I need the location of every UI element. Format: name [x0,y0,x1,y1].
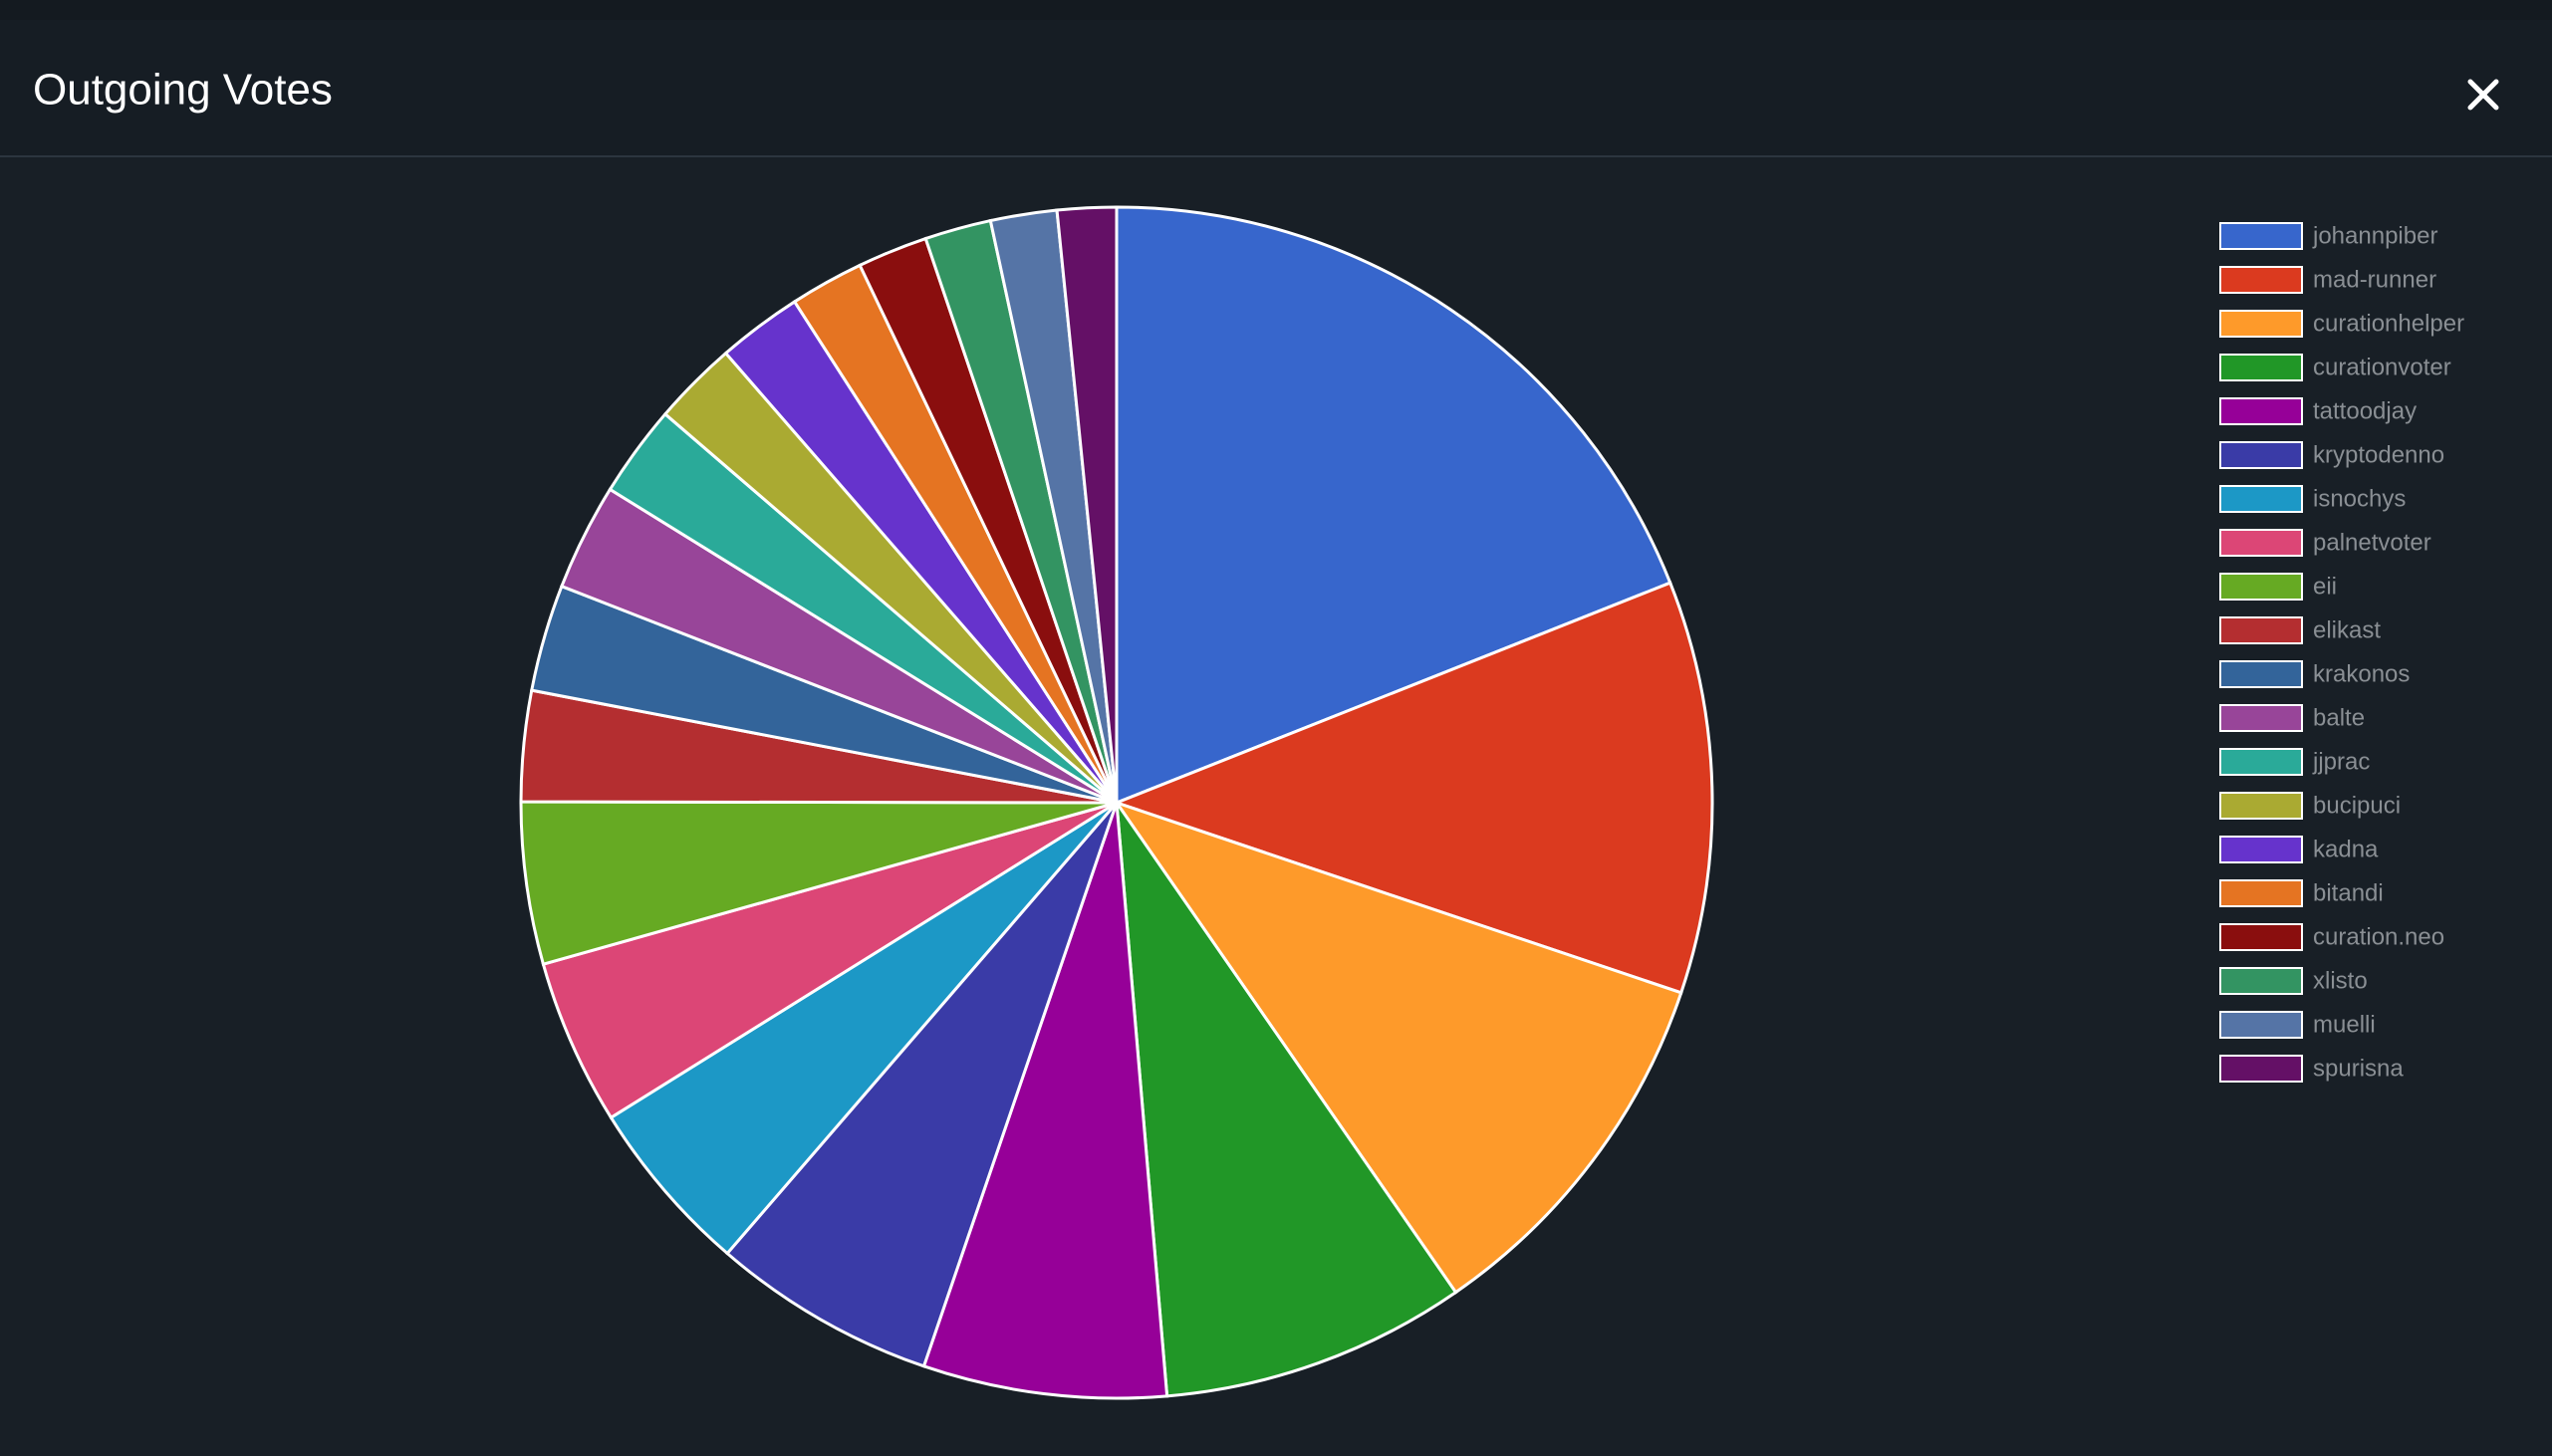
legend-label: kryptodenno [2313,441,2444,468]
close-button[interactable] [2467,79,2499,111]
legend-label: eii [2313,573,2337,600]
pie-slice [519,800,1118,967]
pie-slice [609,801,1119,1256]
legend-swatch [2219,310,2303,338]
legend-label: curation.neo [2313,923,2444,950]
legend-swatch [2219,792,2303,820]
pie-chart [519,205,1714,1400]
legend-label: tattoodjay [2313,397,2417,424]
legend-label: bucipuci [2313,792,2401,819]
legend-label: muelli [2313,1011,2376,1038]
legend-swatch [2219,923,2303,951]
legend-label: bitandi [2313,879,2384,906]
legend-label: jjprac [2312,748,2370,775]
top-nav-bar [0,0,2552,20]
legend-label: mad-runner [2313,266,2436,293]
pie-slice [1112,581,1714,995]
pie-slice [1115,205,1672,806]
legend-swatch [2219,836,2303,863]
legend: johannpiber mad-runner curationhelper curat… [2219,222,2464,1083]
legend-swatch [2219,266,2303,294]
legend-swatch [2219,397,2303,425]
legend-label: krakonos [2313,660,2410,687]
modal-title: Outgoing Votes [33,66,333,115]
pie-slice [541,801,1118,1120]
legend-swatch [2219,704,2303,732]
legend-label: elikast [2313,616,2381,643]
legend-label: palnetvoter [2313,529,2431,556]
legend-swatch [2219,354,2303,381]
legend-swatch [2219,441,2303,469]
legend-swatch [2219,529,2303,557]
pie-slice [1055,205,1119,804]
legend-label: kadna [2313,836,2379,862]
legend-swatch [2219,1055,2303,1083]
pie-slice [724,802,1119,1368]
legend-swatch [2219,879,2303,907]
legend-swatch [2219,967,2303,995]
legend-label: xlisto [2313,967,2368,994]
legend-label: curationhelper [2313,310,2464,337]
pie-slice [1115,797,1458,1398]
legend-swatch [2219,660,2303,688]
legend-label: balte [2313,704,2365,731]
legend-label: curationvoter [2313,354,2451,380]
legend-swatch [2219,485,2303,513]
pie-slice [1113,800,1683,1295]
legend-swatch [2219,573,2303,601]
close-icon-stroke [2467,79,2499,111]
legend-swatch [2219,616,2303,644]
legend-label: johannpiber [2312,222,2437,249]
legend-label: isnochys [2313,485,2406,512]
modal-header [0,20,2552,156]
legend-swatch [2219,1011,2303,1039]
legend-swatch [2219,222,2303,250]
legend-swatch [2219,748,2303,776]
pie-slice [921,802,1169,1400]
legend-label: spurisna [2313,1055,2404,1082]
